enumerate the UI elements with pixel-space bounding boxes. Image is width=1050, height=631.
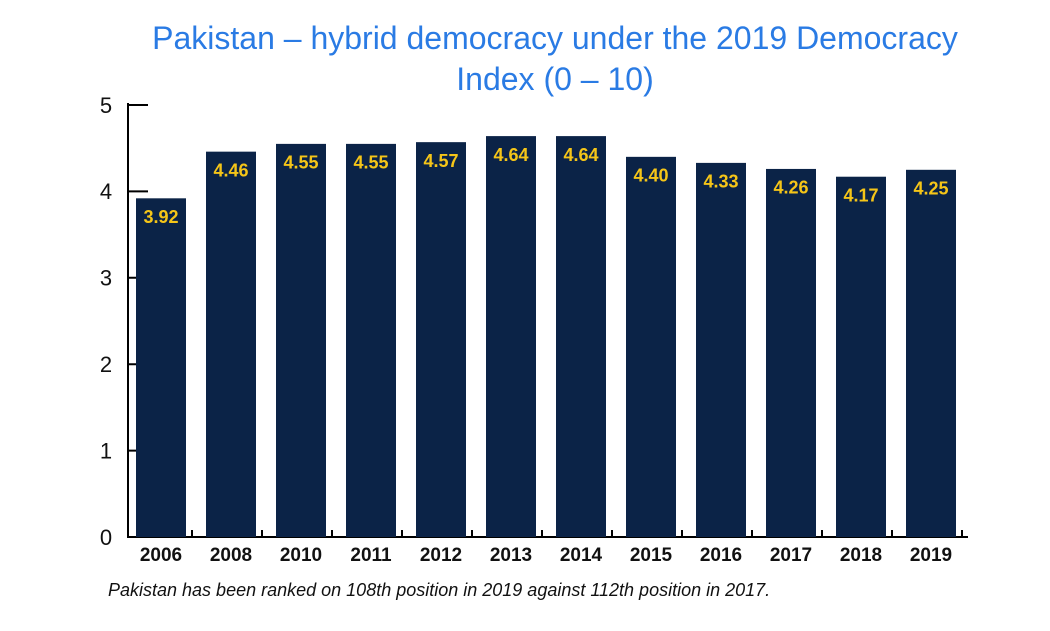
bar — [346, 143, 396, 537]
x-tick-label: 2008 — [210, 545, 252, 566]
y-tick-label: 1 — [100, 438, 112, 463]
x-tick-label: 2016 — [700, 545, 742, 566]
footnote: Pakistan has been ranked on 108th positi… — [108, 580, 771, 600]
data-label: 4.55 — [283, 153, 318, 173]
bar — [486, 136, 536, 537]
data-label: 4.46 — [213, 160, 248, 180]
data-label: 4.64 — [493, 145, 528, 165]
x-tick-label: 2012 — [420, 545, 462, 566]
data-label: 4.26 — [773, 178, 808, 198]
y-tick-label: 0 — [100, 525, 112, 550]
y-tick-label: 4 — [100, 179, 112, 204]
x-tick-label: 2018 — [840, 545, 882, 566]
bar — [416, 142, 466, 538]
data-label: 4.55 — [353, 153, 388, 173]
x-tick-label: 2015 — [630, 545, 673, 566]
bar — [696, 162, 746, 537]
data-label: 4.64 — [563, 145, 598, 165]
bar — [206, 151, 256, 537]
data-label: 4.17 — [843, 185, 878, 205]
bar — [766, 168, 816, 537]
x-tick-label: 2017 — [770, 545, 812, 566]
bar — [136, 198, 186, 537]
x-tick-label: 2011 — [350, 545, 392, 566]
x-tick-label: 2013 — [490, 545, 532, 566]
chart-title: Pakistan – hybrid democracy under the 20… — [152, 20, 958, 97]
data-label: 4.57 — [423, 151, 458, 171]
bar — [906, 169, 956, 538]
bar — [556, 136, 606, 537]
x-tick-label: 2010 — [280, 545, 322, 566]
x-tick-label: 2019 — [910, 545, 952, 566]
data-label: 3.92 — [143, 207, 178, 227]
bar — [276, 143, 326, 537]
y-tick-label: 3 — [100, 266, 112, 291]
data-label: 4.25 — [913, 179, 948, 199]
x-tick-label: 2014 — [560, 545, 603, 566]
data-label: 4.33 — [703, 172, 738, 192]
bar — [626, 156, 676, 537]
y-tick-label: 5 — [100, 93, 112, 118]
data-label: 4.40 — [633, 166, 668, 186]
bar — [836, 176, 886, 537]
x-tick-label: 2006 — [140, 545, 182, 566]
y-tick-label: 2 — [100, 352, 112, 377]
